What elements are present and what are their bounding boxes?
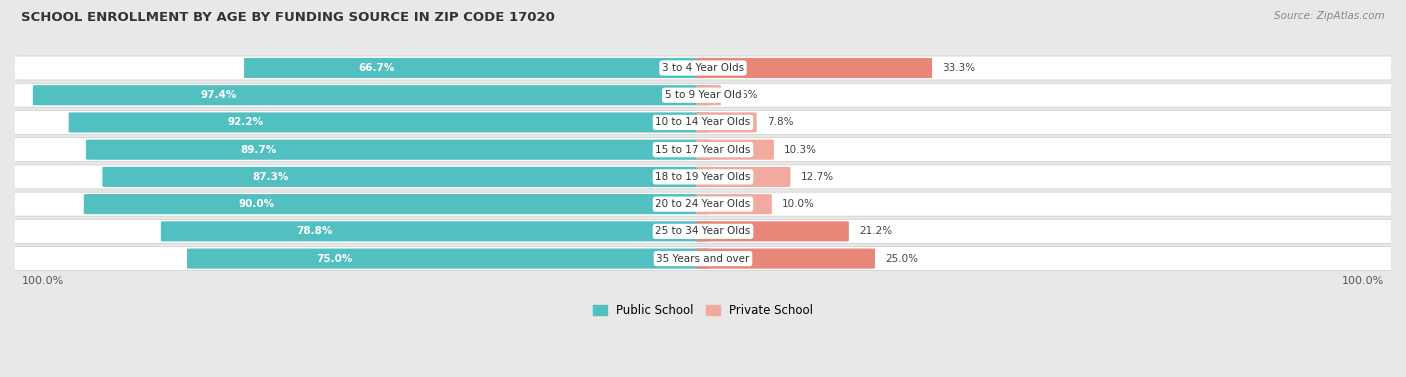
Text: 100.0%: 100.0% [1341, 276, 1384, 286]
FancyBboxPatch shape [696, 85, 721, 105]
Text: 21.2%: 21.2% [859, 226, 893, 236]
Text: 7.8%: 7.8% [768, 118, 793, 127]
FancyBboxPatch shape [32, 85, 710, 105]
Text: 87.3%: 87.3% [253, 172, 288, 182]
Text: 100.0%: 100.0% [22, 276, 65, 286]
FancyBboxPatch shape [245, 58, 710, 78]
FancyBboxPatch shape [696, 221, 849, 241]
FancyBboxPatch shape [8, 110, 1398, 135]
FancyBboxPatch shape [696, 194, 772, 214]
Text: 10 to 14 Year Olds: 10 to 14 Year Olds [655, 118, 751, 127]
Text: 92.2%: 92.2% [228, 118, 263, 127]
Text: 20 to 24 Year Olds: 20 to 24 Year Olds [655, 199, 751, 209]
Text: 5 to 9 Year Old: 5 to 9 Year Old [665, 90, 741, 100]
FancyBboxPatch shape [8, 83, 1398, 107]
Text: 89.7%: 89.7% [240, 145, 277, 155]
Text: 33.3%: 33.3% [942, 63, 976, 73]
Text: 25 to 34 Year Olds: 25 to 34 Year Olds [655, 226, 751, 236]
Text: 75.0%: 75.0% [316, 254, 353, 264]
FancyBboxPatch shape [187, 248, 710, 269]
FancyBboxPatch shape [69, 112, 710, 133]
Text: SCHOOL ENROLLMENT BY AGE BY FUNDING SOURCE IN ZIP CODE 17020: SCHOOL ENROLLMENT BY AGE BY FUNDING SOUR… [21, 11, 555, 24]
FancyBboxPatch shape [160, 221, 710, 241]
FancyBboxPatch shape [84, 194, 710, 214]
Text: 3 to 4 Year Olds: 3 to 4 Year Olds [662, 63, 744, 73]
Legend: Public School, Private School: Public School, Private School [588, 300, 818, 322]
Text: 90.0%: 90.0% [239, 199, 274, 209]
FancyBboxPatch shape [8, 247, 1398, 271]
Text: Source: ZipAtlas.com: Source: ZipAtlas.com [1274, 11, 1385, 21]
Text: 97.4%: 97.4% [201, 90, 236, 100]
FancyBboxPatch shape [8, 219, 1398, 243]
Text: 10.3%: 10.3% [785, 145, 817, 155]
FancyBboxPatch shape [8, 138, 1398, 162]
FancyBboxPatch shape [86, 139, 710, 160]
FancyBboxPatch shape [696, 58, 932, 78]
FancyBboxPatch shape [696, 248, 875, 269]
FancyBboxPatch shape [696, 139, 773, 160]
Text: 2.6%: 2.6% [731, 90, 758, 100]
Text: 10.0%: 10.0% [782, 199, 815, 209]
FancyBboxPatch shape [8, 56, 1398, 80]
FancyBboxPatch shape [696, 112, 756, 133]
FancyBboxPatch shape [8, 165, 1398, 189]
FancyBboxPatch shape [696, 167, 790, 187]
Text: 78.8%: 78.8% [297, 226, 333, 236]
Text: 35 Years and over: 35 Years and over [657, 254, 749, 264]
Text: 25.0%: 25.0% [886, 254, 918, 264]
Text: 66.7%: 66.7% [359, 63, 395, 73]
Text: 15 to 17 Year Olds: 15 to 17 Year Olds [655, 145, 751, 155]
Text: 12.7%: 12.7% [800, 172, 834, 182]
FancyBboxPatch shape [8, 192, 1398, 216]
FancyBboxPatch shape [103, 167, 710, 187]
Text: 18 to 19 Year Olds: 18 to 19 Year Olds [655, 172, 751, 182]
